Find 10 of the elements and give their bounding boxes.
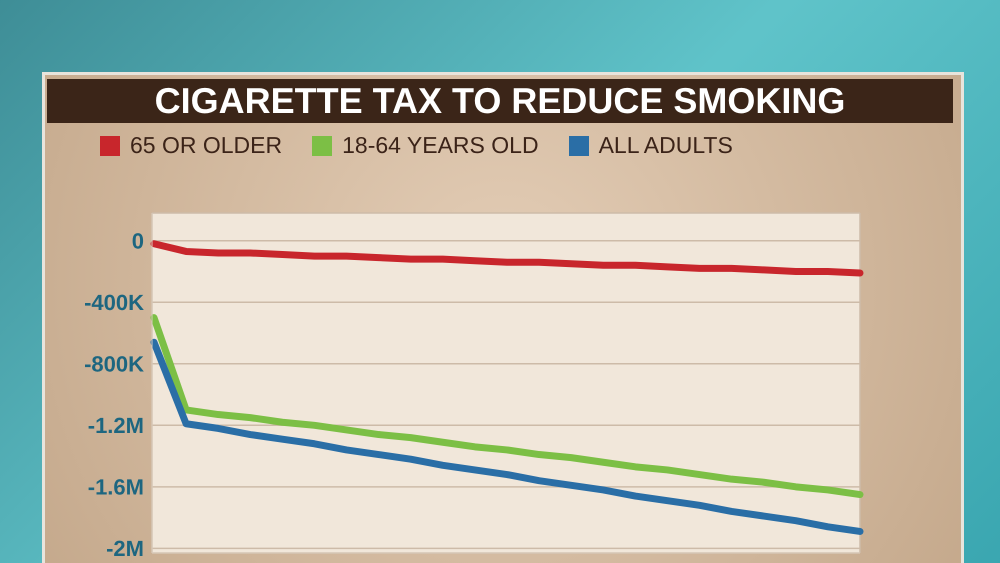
y-tick-label: -1.6M: [88, 474, 144, 500]
legend-label: 65 OR OLDER: [130, 132, 282, 159]
legend-label: ALL ADULTS: [598, 132, 733, 159]
y-tick-label: 0: [132, 228, 144, 254]
y-tick-label: -1.2M: [88, 413, 144, 438]
y-tick-label: -400K: [84, 290, 144, 316]
y-tick-label: -800K: [84, 352, 144, 377]
legend-label: 18-64 YEARS OLD: [342, 132, 539, 159]
y-tick-label: -2M: [106, 536, 144, 562]
chart-title: CIGARETTE TAX TO REDUCE SMOKING: [47, 79, 953, 123]
